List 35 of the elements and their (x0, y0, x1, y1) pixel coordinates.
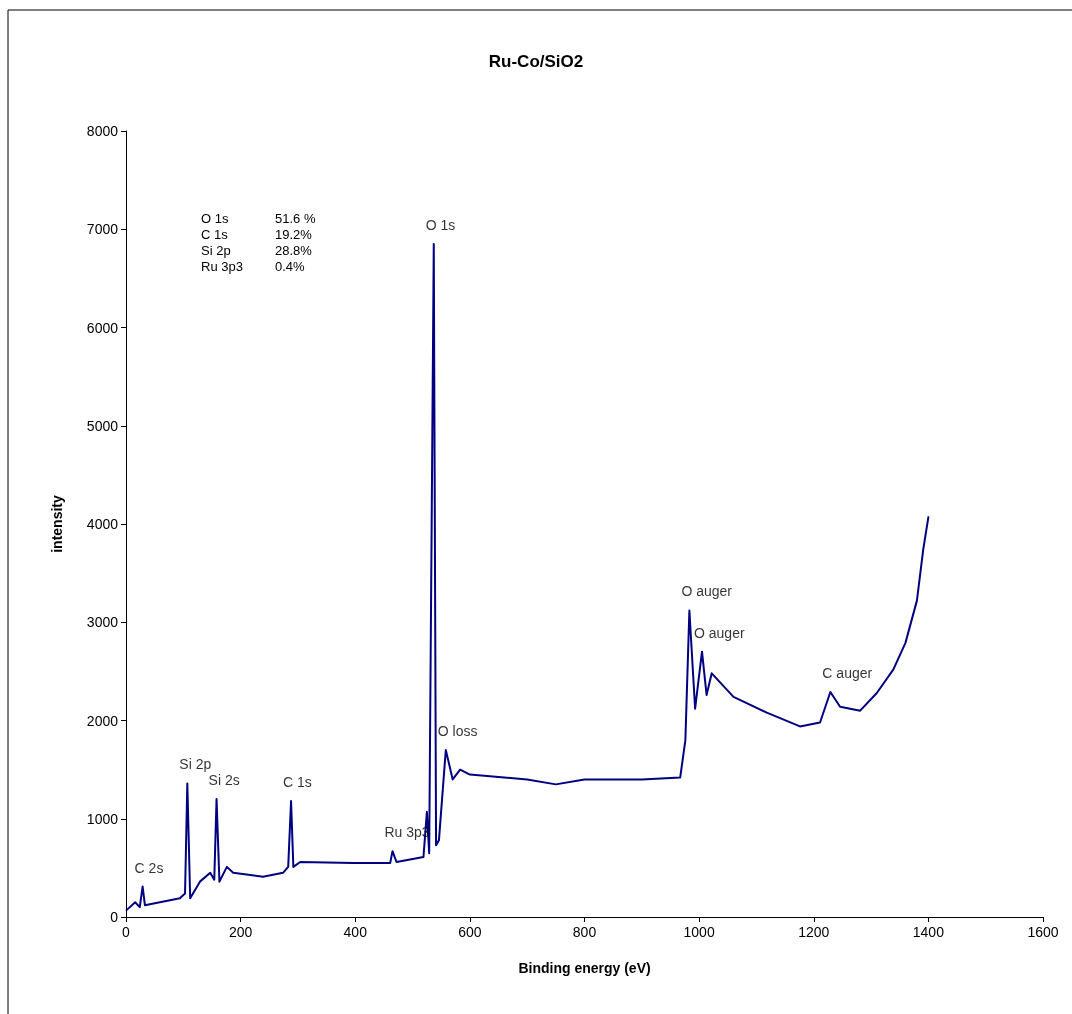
chart-title: Ru-Co/SiO2 (488, 52, 584, 71)
y-tick-label: 4000 (86, 516, 119, 532)
annotation: C 2s (134, 859, 164, 876)
y-tick-label: 3000 (86, 614, 119, 631)
annotation: O auger (693, 624, 745, 641)
y-tick-label: 8000 (86, 123, 119, 139)
annotation: Si 2p (179, 756, 212, 773)
y-tick-label: 2000 (86, 712, 119, 729)
annotation: O loss (437, 722, 478, 739)
x-tick-label: 1000 (683, 924, 715, 940)
x-tick-label: 400 (343, 924, 368, 940)
annotation: C 1s (283, 774, 312, 791)
x-axis-title: Binding energy (eV) (518, 960, 651, 976)
x-tick-label: 1400 (912, 924, 945, 940)
y-tick-label: 1000 (86, 810, 119, 827)
y-tick-label: 7000 (86, 221, 119, 238)
line-series (125, 242, 930, 912)
x-tick-label: 1200 (798, 924, 830, 940)
y-tick-label: 0 (110, 909, 119, 925)
annotation: C auger (822, 665, 873, 682)
annotation: O 1s (425, 216, 456, 233)
y-tick-label: 5000 (86, 417, 119, 434)
x-tick-label: 1600 (1027, 924, 1059, 940)
x-tick-label: 800 (572, 924, 597, 940)
y-tick-label: 6000 (86, 319, 119, 336)
x-tick-label: 0 (122, 924, 131, 940)
text: C 1s 19.2% (201, 227, 312, 242)
annotation: Si 2s (208, 772, 240, 789)
text: Si 2p 28.8% (201, 243, 312, 258)
y-axis-title: intensity (49, 495, 65, 553)
text: Ru 3p3 0.4% (201, 259, 305, 274)
x-tick-label: 600 (458, 924, 482, 940)
x-tick-label: 200 (228, 924, 253, 940)
text: O 1s 51.6 % (201, 211, 316, 226)
annotation: O auger (681, 583, 733, 600)
